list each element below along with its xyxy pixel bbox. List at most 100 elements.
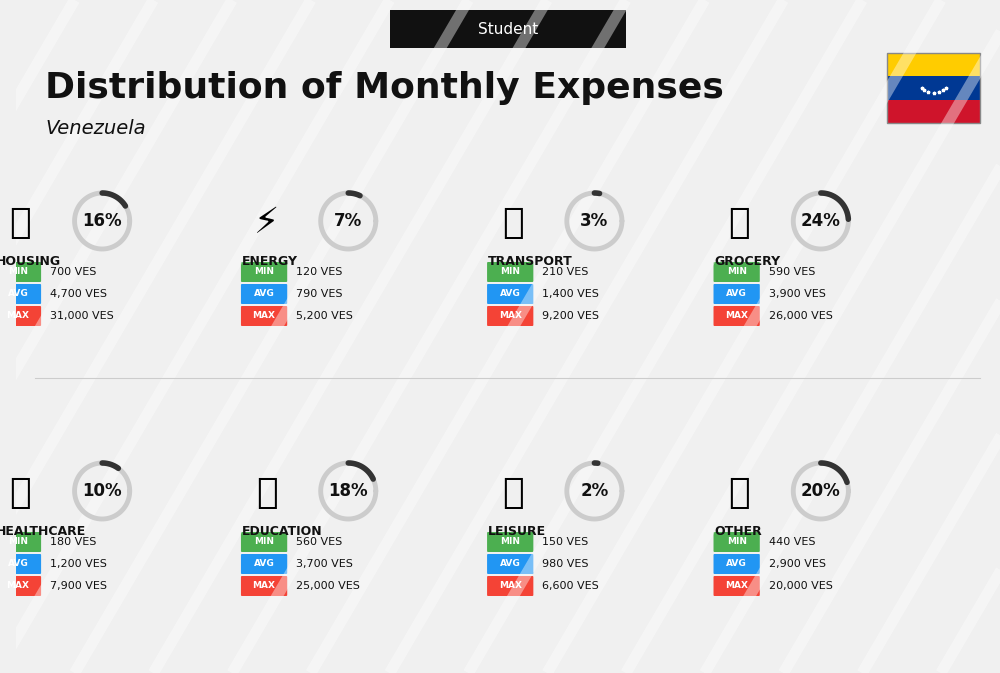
Text: 16%: 16% xyxy=(82,212,122,230)
FancyBboxPatch shape xyxy=(714,576,760,596)
Text: Distribution of Monthly Expenses: Distribution of Monthly Expenses xyxy=(45,71,724,105)
Text: 790 VES: 790 VES xyxy=(296,289,343,299)
Text: 2%: 2% xyxy=(580,482,609,500)
FancyBboxPatch shape xyxy=(487,284,533,304)
Text: MAX: MAX xyxy=(253,312,276,320)
Text: 25,000 VES: 25,000 VES xyxy=(296,581,360,591)
FancyBboxPatch shape xyxy=(487,532,533,552)
Text: 18%: 18% xyxy=(328,482,368,500)
FancyBboxPatch shape xyxy=(487,576,533,596)
Text: 🚌: 🚌 xyxy=(502,206,523,240)
FancyBboxPatch shape xyxy=(241,576,287,596)
Text: 20,000 VES: 20,000 VES xyxy=(769,581,833,591)
FancyBboxPatch shape xyxy=(0,306,41,326)
Text: 🎓: 🎓 xyxy=(256,476,277,510)
Text: 31,000 VES: 31,000 VES xyxy=(50,311,114,321)
FancyBboxPatch shape xyxy=(714,262,760,282)
Text: MAX: MAX xyxy=(499,581,522,590)
Text: MAX: MAX xyxy=(725,581,748,590)
Text: AVG: AVG xyxy=(500,289,521,299)
Text: 2,900 VES: 2,900 VES xyxy=(769,559,826,569)
Text: 150 VES: 150 VES xyxy=(542,537,588,547)
Text: 210 VES: 210 VES xyxy=(542,267,589,277)
Text: Student: Student xyxy=(478,22,538,36)
Text: AVG: AVG xyxy=(500,559,521,569)
Text: Venezuela: Venezuela xyxy=(45,118,146,137)
FancyBboxPatch shape xyxy=(714,306,760,326)
Text: 3%: 3% xyxy=(580,212,609,230)
Text: 7,900 VES: 7,900 VES xyxy=(50,581,107,591)
FancyBboxPatch shape xyxy=(0,554,41,574)
Text: MIN: MIN xyxy=(254,267,274,277)
Text: 590 VES: 590 VES xyxy=(769,267,815,277)
Text: MIN: MIN xyxy=(8,267,28,277)
FancyBboxPatch shape xyxy=(0,532,41,552)
Text: MIN: MIN xyxy=(500,538,520,546)
Text: 10%: 10% xyxy=(82,482,122,500)
Text: AVG: AVG xyxy=(254,559,274,569)
Text: 560 VES: 560 VES xyxy=(296,537,342,547)
Text: 9,200 VES: 9,200 VES xyxy=(542,311,599,321)
Text: 440 VES: 440 VES xyxy=(769,537,815,547)
Text: MAX: MAX xyxy=(499,312,522,320)
Text: 700 VES: 700 VES xyxy=(50,267,96,277)
Text: AVG: AVG xyxy=(726,559,747,569)
Text: ENERGY: ENERGY xyxy=(242,255,298,268)
Text: 26,000 VES: 26,000 VES xyxy=(769,311,833,321)
Text: 💰: 💰 xyxy=(728,476,750,510)
Text: 🏢: 🏢 xyxy=(10,206,31,240)
FancyBboxPatch shape xyxy=(714,532,760,552)
FancyBboxPatch shape xyxy=(487,262,533,282)
Text: AVG: AVG xyxy=(254,289,274,299)
Text: 3,900 VES: 3,900 VES xyxy=(769,289,826,299)
Text: OTHER: OTHER xyxy=(714,525,762,538)
FancyBboxPatch shape xyxy=(241,306,287,326)
Text: 20%: 20% xyxy=(801,482,841,500)
FancyBboxPatch shape xyxy=(241,262,287,282)
FancyBboxPatch shape xyxy=(887,100,980,123)
Text: MIN: MIN xyxy=(8,538,28,546)
Text: 180 VES: 180 VES xyxy=(50,537,96,547)
Text: 3,700 VES: 3,700 VES xyxy=(296,559,353,569)
FancyBboxPatch shape xyxy=(0,284,41,304)
Text: MIN: MIN xyxy=(727,267,747,277)
Text: 💊: 💊 xyxy=(10,476,31,510)
Text: MIN: MIN xyxy=(254,538,274,546)
Text: MAX: MAX xyxy=(725,312,748,320)
FancyBboxPatch shape xyxy=(390,10,626,48)
Text: 5,200 VES: 5,200 VES xyxy=(296,311,353,321)
FancyBboxPatch shape xyxy=(241,554,287,574)
FancyBboxPatch shape xyxy=(487,554,533,574)
Text: LEISURE: LEISURE xyxy=(488,525,546,538)
Text: AVG: AVG xyxy=(8,559,28,569)
FancyBboxPatch shape xyxy=(0,576,41,596)
Text: MAX: MAX xyxy=(253,581,276,590)
Text: 24%: 24% xyxy=(801,212,841,230)
Text: 6,600 VES: 6,600 VES xyxy=(542,581,599,591)
Text: HOUSING: HOUSING xyxy=(0,255,61,268)
Text: GROCERY: GROCERY xyxy=(714,255,781,268)
Text: ⚡: ⚡ xyxy=(254,206,279,240)
Text: 🛒: 🛒 xyxy=(728,206,750,240)
Text: 120 VES: 120 VES xyxy=(296,267,342,277)
FancyBboxPatch shape xyxy=(887,76,980,100)
FancyBboxPatch shape xyxy=(487,306,533,326)
Text: MIN: MIN xyxy=(500,267,520,277)
Text: 7%: 7% xyxy=(334,212,362,230)
Text: 🛍: 🛍 xyxy=(502,476,523,510)
FancyBboxPatch shape xyxy=(0,262,41,282)
Text: 1,200 VES: 1,200 VES xyxy=(50,559,107,569)
FancyBboxPatch shape xyxy=(241,284,287,304)
Text: MAX: MAX xyxy=(6,581,29,590)
Text: EDUCATION: EDUCATION xyxy=(242,525,323,538)
FancyBboxPatch shape xyxy=(714,284,760,304)
Text: AVG: AVG xyxy=(8,289,28,299)
Text: AVG: AVG xyxy=(726,289,747,299)
FancyBboxPatch shape xyxy=(887,100,980,123)
Text: 980 VES: 980 VES xyxy=(542,559,589,569)
Text: MAX: MAX xyxy=(6,312,29,320)
FancyBboxPatch shape xyxy=(887,53,980,76)
FancyBboxPatch shape xyxy=(714,554,760,574)
Text: 1,400 VES: 1,400 VES xyxy=(542,289,599,299)
FancyBboxPatch shape xyxy=(241,532,287,552)
